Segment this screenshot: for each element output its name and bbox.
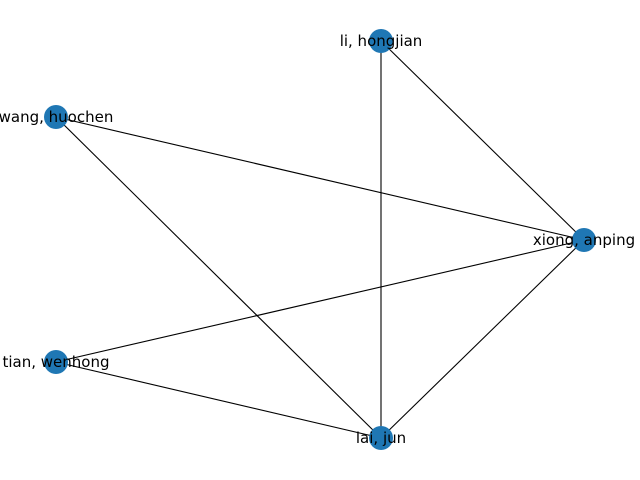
- edge-wang-lai: [55, 116, 382, 439]
- node-label-tian: tian, wenhong: [3, 353, 110, 371]
- node-lai: [369, 426, 393, 450]
- nodes-layer: [44, 29, 596, 450]
- edge-li-xiong: [380, 40, 585, 241]
- node-li: [369, 29, 393, 53]
- node-xiong: [572, 228, 596, 252]
- edges-layer: [55, 40, 585, 439]
- node-label-li: li, hongjian: [340, 32, 423, 50]
- node-wang: [44, 105, 68, 129]
- node-tian: [44, 350, 68, 374]
- edge-wang-xiong: [55, 116, 585, 241]
- node-label-lai: lai, jun: [356, 429, 406, 447]
- edge-xiong-tian: [55, 239, 585, 363]
- node-label-xiong: xiong, anping: [533, 231, 635, 249]
- node-label-wang: wang, huochen: [0, 108, 113, 126]
- edge-tian-lai: [55, 361, 382, 439]
- labels-layer: li, hongjian wang, huochen xiong, anping ti…: [0, 32, 635, 447]
- edge-xiong-lai: [380, 239, 585, 439]
